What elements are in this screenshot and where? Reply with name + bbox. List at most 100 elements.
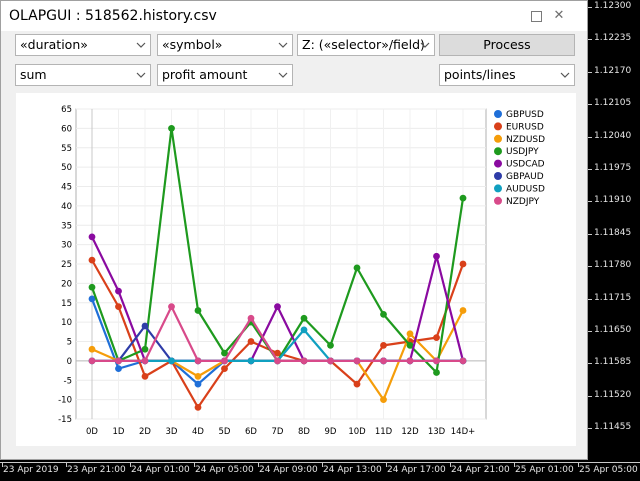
data-point-eurusd bbox=[141, 372, 149, 380]
price-tick bbox=[588, 201, 592, 203]
time-tick-label: 24 Apr 01:00 bbox=[131, 465, 190, 475]
y-tick-label: 65 bbox=[61, 105, 72, 115]
data-point-nzdusd bbox=[380, 396, 387, 404]
data-point-nzdjpy bbox=[115, 357, 122, 365]
price-tick-label: 1.11455 bbox=[594, 422, 632, 433]
data-point-nzdusd bbox=[194, 372, 202, 380]
data-point-nzdjpy bbox=[300, 357, 308, 365]
data-point-usdcad bbox=[88, 233, 96, 241]
time-tick-label: 24 Apr 13:00 bbox=[323, 465, 382, 475]
aggregator-combo[interactable]: sum bbox=[15, 64, 151, 86]
time-tick bbox=[194, 463, 195, 467]
data-point-audusd bbox=[168, 357, 175, 365]
price-tick-label: 1.12040 bbox=[594, 130, 632, 141]
title-bar[interactable]: OLAPGUI : 518562.history.csv ✕ bbox=[1, 1, 587, 31]
data-point-usdjpy bbox=[194, 307, 202, 314]
time-tick bbox=[2, 463, 3, 467]
price-tick bbox=[588, 136, 592, 138]
x-tick-label: 2D bbox=[139, 427, 151, 437]
window-title: OLAPGUI : 518562.history.csv bbox=[9, 8, 217, 24]
data-point-nzdjpy bbox=[141, 357, 149, 365]
data-point-nzdjpy bbox=[194, 357, 202, 365]
price-tick-label: 1.11585 bbox=[594, 357, 632, 368]
data-point-nzdusd bbox=[406, 330, 414, 338]
close-button[interactable]: ✕ bbox=[552, 9, 566, 23]
legend-marker-nzdusd bbox=[494, 134, 502, 143]
time-tick-label: 25 Apr 05:00 bbox=[579, 465, 638, 475]
data-point-usdjpy bbox=[353, 264, 361, 272]
data-point-usdjpy bbox=[168, 124, 175, 132]
time-tick-label: 24 Apr 17:00 bbox=[387, 465, 446, 475]
data-point-nzdjpy bbox=[433, 357, 440, 365]
legend-label-usdcad: USDCAD bbox=[506, 160, 545, 170]
price-tick bbox=[588, 7, 592, 8]
price-tick bbox=[588, 71, 592, 73]
legend-label-nzdusd: NZDUSD bbox=[506, 135, 545, 145]
price-tick-label: 1.11910 bbox=[594, 195, 632, 206]
x-tick-label: 3D bbox=[166, 427, 178, 437]
x-tick-label: 1D bbox=[113, 427, 125, 437]
y-tick-label: 55 bbox=[61, 144, 72, 154]
data-point-gbpaud bbox=[141, 322, 149, 330]
price-tick bbox=[588, 104, 592, 106]
legend-label-gbpaud: GBPAUD bbox=[506, 172, 544, 182]
legend-label-nzdjpy: NZDJPY bbox=[506, 197, 540, 207]
price-tick bbox=[588, 39, 592, 41]
price-tick bbox=[588, 363, 592, 365]
data-point-usdjpy bbox=[433, 369, 440, 376]
chevron-down-icon bbox=[278, 42, 288, 48]
field-combo[interactable]: profit amount bbox=[157, 64, 293, 86]
data-point-eurusd bbox=[88, 256, 96, 264]
data-point-gbpusd bbox=[115, 365, 122, 373]
chevron-down-icon bbox=[420, 42, 430, 48]
chart-type-combo[interactable]: points/lines bbox=[439, 64, 575, 86]
price-tick bbox=[588, 395, 592, 397]
price-tick bbox=[588, 298, 592, 300]
y-selector-combo[interactable]: «symbol» bbox=[157, 34, 293, 56]
data-point-gbpusd bbox=[194, 380, 202, 388]
data-point-usdcad bbox=[274, 303, 281, 311]
data-point-nzdjpy bbox=[327, 357, 334, 365]
z-selector-combo[interactable]: Z: («selector»/field) bbox=[297, 34, 435, 56]
legend-label-gbpusd: GBPUSD bbox=[506, 110, 544, 120]
data-point-nzdjpy bbox=[247, 314, 255, 322]
close-icon: ✕ bbox=[553, 8, 565, 23]
y-tick-label: 5 bbox=[67, 338, 72, 348]
legend-marker-gbpusd bbox=[494, 110, 502, 118]
legend-marker-nzdjpy bbox=[494, 196, 502, 205]
y-tick-label: 15 bbox=[61, 299, 72, 309]
data-point-eurusd bbox=[433, 334, 440, 342]
time-tick-label: 24 Apr 21:00 bbox=[451, 465, 510, 475]
process-button[interactable]: Process bbox=[439, 34, 575, 56]
x-tick-label: 6D bbox=[245, 427, 257, 437]
time-tick bbox=[322, 463, 323, 467]
price-tick bbox=[588, 233, 592, 235]
time-tick bbox=[450, 463, 451, 467]
data-point-eurusd bbox=[274, 349, 281, 357]
time-tick-label: 25 Apr 01:00 bbox=[515, 465, 574, 475]
data-point-audusd bbox=[300, 326, 308, 334]
legend-label-eurusd: EURUSD bbox=[506, 122, 544, 132]
time-tick-label: 24 Apr 05:00 bbox=[195, 465, 254, 475]
x-tick-label: 7D bbox=[272, 427, 284, 437]
data-point-usdjpy bbox=[221, 349, 228, 357]
price-tick bbox=[588, 266, 592, 268]
aggregator-value: sum bbox=[20, 67, 47, 82]
chevron-down-icon bbox=[136, 72, 146, 78]
legend-label-usdjpy: USDJPY bbox=[506, 147, 539, 157]
price-tick-label: 1.12170 bbox=[594, 65, 632, 76]
data-point-eurusd bbox=[115, 303, 122, 311]
price-tick-label: 1.11520 bbox=[594, 389, 632, 400]
data-point-usdjpy bbox=[459, 194, 467, 202]
field-value: profit amount bbox=[162, 67, 248, 82]
y-tick-label: -5 bbox=[64, 376, 72, 386]
y-tick-label: 30 bbox=[61, 241, 72, 251]
y-tick-label: -10 bbox=[58, 396, 72, 406]
maximize-button[interactable] bbox=[529, 9, 543, 23]
x-selector-combo[interactable]: «duration» bbox=[15, 34, 151, 56]
x-tick-label: 12D bbox=[401, 427, 419, 437]
data-point-usdjpy bbox=[300, 314, 308, 322]
price-tick bbox=[588, 169, 592, 170]
olap-line-chart: -15 -10 -5 0 5 10 15 20 25 30 35 40 45 50 55 60 65 0D 1D 2D… bbox=[58, 105, 545, 437]
price-tick-label: 1.11845 bbox=[594, 227, 632, 238]
